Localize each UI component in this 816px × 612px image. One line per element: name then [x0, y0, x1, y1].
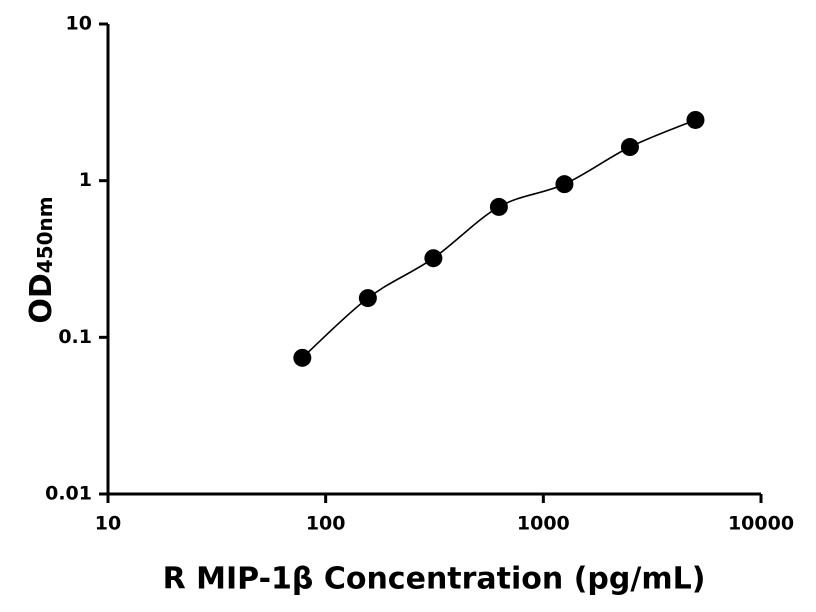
x-axis-label: R MIP-1β Concentration (pg/mL) [163, 562, 706, 597]
data-point [489, 197, 508, 216]
y-axis-label: OD450nm [24, 196, 59, 323]
y-tick-label: 0.01 [45, 483, 92, 505]
data-point [555, 175, 574, 194]
y-tick-label: 1 [79, 169, 92, 191]
data-point [424, 249, 443, 268]
x-tick-label: 100 [306, 513, 346, 535]
y-tick-label: 10 [66, 13, 92, 35]
x-tick-label: 10000 [728, 513, 794, 535]
fit-curve [301, 119, 696, 359]
data-point [293, 348, 312, 367]
x-tick-label: 1000 [517, 513, 570, 535]
data-point [358, 289, 377, 308]
y-axis-label-subscript: 450nm [33, 196, 57, 273]
data-point [620, 138, 639, 157]
x-tick-label: 10 [95, 513, 121, 535]
y-tick-label: 0.1 [58, 326, 92, 348]
data-point [686, 110, 705, 129]
y-axis-label-main: OD [24, 273, 59, 323]
